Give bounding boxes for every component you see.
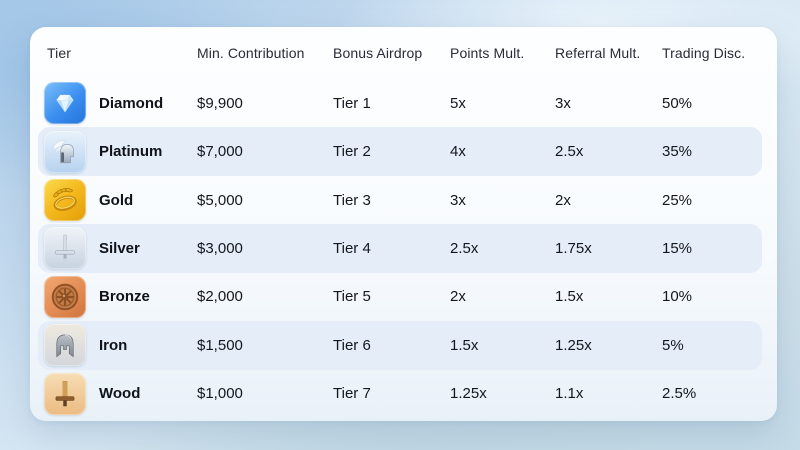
trading-disc-value: 2.5% <box>662 385 697 403</box>
trading-disc-value: 5% <box>662 336 684 354</box>
table-row-iron: Iron $1,500 Tier 6 1.5x 1.25x 5% <box>38 321 762 370</box>
bronze-shield-icon <box>44 275 86 318</box>
points-mult-value: 2.5x <box>450 239 479 257</box>
bonus-airdrop-value: Tier 3 <box>333 191 371 209</box>
tier-name: Bronze <box>99 288 150 306</box>
points-mult-value: 5x <box>450 94 466 112</box>
min-contribution-value: $3,000 <box>197 239 243 257</box>
min-contribution-value: $1,000 <box>197 385 243 403</box>
tier-cell: Bronze <box>44 275 197 318</box>
tier-cell: Silver <box>44 227 197 270</box>
trading-disc-value: 25% <box>662 191 693 209</box>
column-header-trading-disc: Trading Disc. <box>662 45 746 61</box>
table-row-gold: Gold $5,000 Tier 3 3x 2x 25% <box>38 176 762 224</box>
gold-wreath-icon <box>44 179 86 222</box>
points-mult-value: 2x <box>450 288 466 306</box>
tier-name: Wood <box>99 385 141 403</box>
tier-cell: Platinum <box>44 130 197 173</box>
table-row-wood: Wood $1,000 Tier 7 1.25x 1.1x 2.5% <box>38 370 762 418</box>
points-mult-value: 4x <box>450 143 466 161</box>
tier-cell: Iron <box>44 324 197 367</box>
points-mult-value: 1.5x <box>450 336 479 354</box>
tier-cell: Wood <box>44 372 197 415</box>
tier-name: Iron <box>99 336 128 354</box>
trading-disc-value: 15% <box>662 239 693 257</box>
bonus-airdrop-value: Tier 6 <box>333 336 371 354</box>
tier-cell: Gold <box>44 179 197 222</box>
column-header-bonus-airdrop: Bonus Airdrop <box>333 45 423 61</box>
referral-mult-value: 3x <box>555 94 571 112</box>
tier-name: Platinum <box>99 143 163 161</box>
trading-disc-value: 10% <box>662 288 693 306</box>
bonus-airdrop-value: Tier 4 <box>333 239 371 257</box>
bonus-airdrop-value: Tier 2 <box>333 143 371 161</box>
table-body: Diamond $9,900 Tier 1 5x 3x 50% <box>38 79 762 418</box>
column-header-referral-mult: Referral Mult. <box>555 45 641 61</box>
wooden-sword-icon <box>44 372 86 415</box>
points-mult-value: 3x <box>450 191 466 209</box>
tier-name: Diamond <box>99 94 164 112</box>
trading-disc-value: 50% <box>662 94 693 112</box>
referral-mult-value: 1.1x <box>555 385 584 403</box>
bonus-airdrop-value: Tier 5 <box>333 288 371 306</box>
referral-mult-value: 1.75x <box>555 239 592 257</box>
points-mult-value: 1.25x <box>450 385 487 403</box>
column-header-min-contribution: Min. Contribution <box>197 45 305 61</box>
table-row-platinum: Platinum $7,000 Tier 2 4x 2.5x 35% <box>38 127 762 176</box>
referral-mult-value: 1.25x <box>555 336 592 354</box>
tier-name: Gold <box>99 191 134 209</box>
winged-helmet-icon <box>44 130 86 173</box>
min-contribution-value: $7,000 <box>197 143 243 161</box>
bonus-airdrop-value: Tier 7 <box>333 385 371 403</box>
iron-helmet-icon <box>44 324 86 367</box>
referral-mult-value: 2x <box>555 191 571 209</box>
column-header-points-mult: Points Mult. <box>450 45 525 61</box>
min-contribution-value: $1,500 <box>197 336 243 354</box>
table-row-bronze: Bronze $2,000 Tier 5 2x 1.5x 10% <box>38 273 762 321</box>
referral-mult-value: 2.5x <box>555 143 584 161</box>
bonus-airdrop-value: Tier 1 <box>333 94 371 112</box>
table-row-diamond: Diamond $9,900 Tier 1 5x 3x 50% <box>38 79 762 127</box>
tier-name: Silver <box>99 239 140 257</box>
tier-benefits-card: Tier Min. Contribution Bonus Airdrop Poi… <box>30 27 777 421</box>
min-contribution-value: $2,000 <box>197 288 243 306</box>
referral-mult-value: 1.5x <box>555 288 584 306</box>
column-header-tier: Tier <box>47 45 71 61</box>
min-contribution-value: $9,900 <box>197 94 243 112</box>
min-contribution-value: $5,000 <box>197 191 243 209</box>
trading-disc-value: 35% <box>662 143 693 161</box>
tier-cell: Diamond <box>44 82 197 125</box>
diamond-gem-icon <box>44 82 86 125</box>
table-row-silver: Silver $3,000 Tier 4 2.5x 1.75x 15% <box>38 224 762 273</box>
table-header-row: Tier Min. Contribution Bonus Airdrop Poi… <box>30 27 777 79</box>
silver-sword-icon <box>44 227 86 270</box>
